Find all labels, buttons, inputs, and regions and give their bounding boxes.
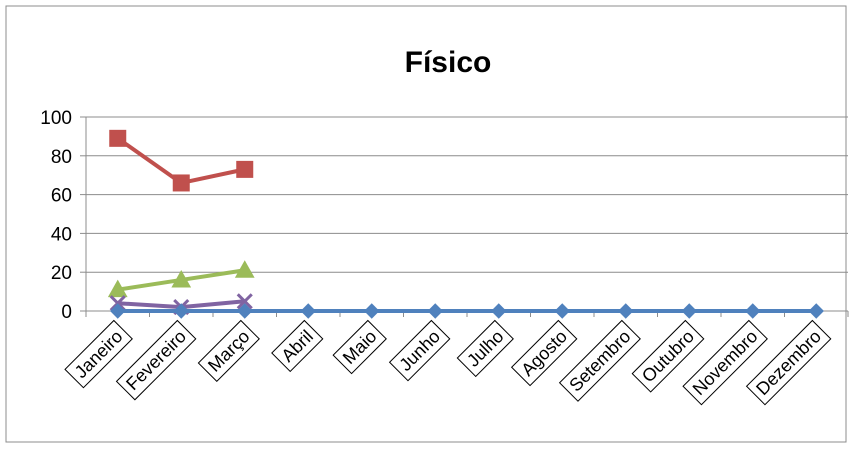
x-label-box	[64, 319, 133, 389]
y-tick-label: 60	[51, 186, 72, 207]
data-point	[554, 303, 570, 319]
data-point	[173, 303, 189, 319]
data-point	[234, 260, 255, 278]
data-point	[491, 303, 507, 319]
series-3	[110, 303, 824, 319]
series-0	[109, 129, 254, 192]
x-label-box	[745, 319, 832, 406]
x-label-box	[388, 319, 451, 382]
y-tick-label: 40	[51, 224, 72, 245]
data-point	[745, 303, 761, 319]
y-tick-label: 0	[61, 302, 72, 323]
x-label-box	[332, 319, 387, 375]
chart-title: Físico	[405, 46, 492, 79]
data-point	[171, 269, 192, 288]
data-point	[681, 303, 697, 319]
x-category-label: Janeiro	[64, 319, 133, 389]
data-point	[618, 303, 634, 319]
data-point	[236, 293, 253, 310]
data-point	[237, 303, 253, 319]
data-point	[808, 303, 824, 319]
data-point	[109, 129, 127, 147]
x-category-label: Julho	[456, 319, 514, 378]
x-label-box	[456, 319, 514, 378]
data-point	[110, 303, 126, 319]
data-point	[236, 160, 254, 178]
data-point	[300, 303, 316, 319]
x-label-box	[115, 319, 197, 401]
x-label-box	[631, 319, 705, 393]
x-label-box	[682, 319, 768, 406]
y-tick-label: 80	[51, 147, 72, 168]
series-1	[107, 260, 255, 298]
data-point	[109, 295, 126, 312]
x-label-box	[197, 319, 260, 383]
data-point	[107, 279, 128, 298]
data-point	[364, 303, 380, 319]
data-point	[172, 174, 190, 192]
y-tick-label: 100	[40, 108, 72, 129]
y-tick-label: 20	[51, 263, 72, 284]
x-label-box	[558, 319, 641, 402]
x-label-box	[510, 319, 578, 387]
x-label-box	[271, 319, 324, 373]
series-layer	[107, 129, 824, 319]
data-point	[427, 303, 443, 319]
